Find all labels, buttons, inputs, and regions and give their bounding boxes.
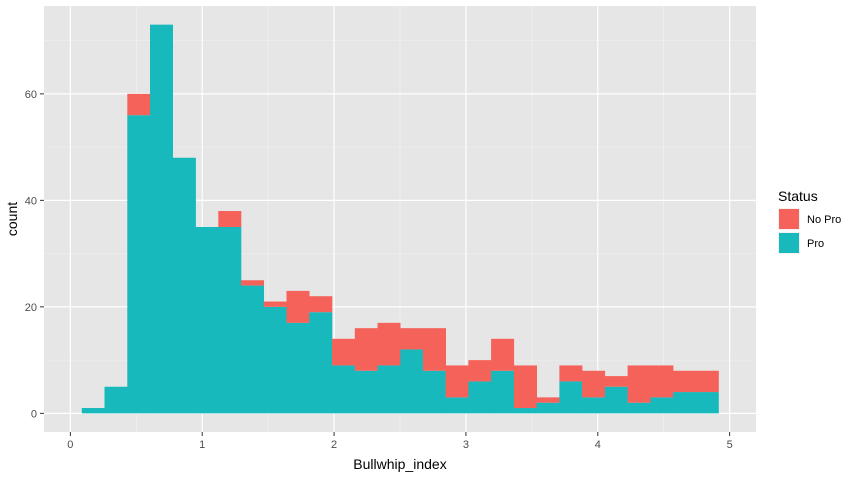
bar-no-pro (422, 328, 446, 371)
bar-no-pro (445, 365, 469, 398)
bar-no-pro (491, 338, 515, 371)
bar-no-pro (218, 211, 242, 227)
bar-no-pro (127, 93, 151, 116)
histogram-bars (81, 24, 719, 414)
x-tick-label: 1 (199, 439, 205, 451)
bar-no-pro (241, 280, 264, 286)
bar-pro (195, 226, 219, 414)
y-tick-label: 20 (25, 302, 37, 314)
legend-label: No Pro (807, 214, 841, 226)
bar-no-pro (354, 328, 378, 371)
bar-pro (422, 370, 446, 414)
bar-no-pro (377, 322, 401, 366)
x-axis-ticks: 0 1 2 3 4 5 (67, 432, 733, 451)
bar-pro (604, 386, 628, 414)
bar-pro (559, 381, 583, 414)
bar-pro (332, 365, 355, 414)
bar-pro (582, 397, 606, 414)
legend-items: No Pro Pro (778, 208, 841, 254)
bar-pro (468, 381, 492, 414)
bar-pro (150, 24, 173, 414)
bar-pro (104, 386, 128, 414)
bar-no-pro (627, 365, 651, 403)
bar-no-pro (695, 370, 719, 393)
bar-pro (673, 392, 697, 414)
y-tick-label: 40 (25, 195, 37, 207)
bar-pro (400, 349, 424, 414)
bar-no-pro (332, 338, 355, 366)
bar-pro (263, 306, 287, 414)
bar-pro (536, 402, 560, 414)
legend-title: Status (778, 188, 818, 204)
x-tick-label: 5 (727, 439, 733, 451)
bar-no-pro (582, 370, 606, 398)
bar-no-pro (604, 376, 628, 387)
y-tick-label: 0 (31, 408, 37, 420)
bar-pro (695, 392, 719, 414)
bar-pro (650, 397, 674, 414)
legend-swatch (779, 233, 799, 253)
x-tick-label: 4 (595, 439, 601, 451)
bar-pro (513, 408, 537, 414)
bar-no-pro (309, 296, 333, 313)
bar-no-pro (400, 328, 424, 350)
bar-no-pro (559, 365, 583, 382)
bar-pro (172, 157, 196, 414)
bar-pro (309, 312, 333, 414)
bar-no-pro (650, 365, 674, 398)
bar-no-pro (286, 290, 310, 323)
x-tick-label: 0 (67, 439, 73, 451)
bar-no-pro (468, 360, 492, 382)
bar-pro (377, 365, 401, 414)
bar-pro (218, 226, 242, 414)
bar-no-pro (513, 365, 537, 409)
x-tick-label: 2 (331, 439, 337, 451)
bar-no-pro (263, 301, 287, 307)
legend: Status No Pro Pro (778, 188, 841, 254)
bar-pro (286, 322, 310, 414)
y-axis-title: count (4, 202, 20, 236)
y-tick-label: 60 (25, 89, 37, 101)
bar-pro (354, 370, 378, 414)
bar-pro (445, 397, 469, 414)
bar-pro (491, 370, 515, 414)
bar-no-pro (536, 397, 560, 403)
bar-no-pro (673, 370, 697, 393)
bar-pro (241, 285, 264, 414)
bar-pro (127, 115, 151, 414)
legend-label: Pro (807, 238, 824, 250)
x-axis-title: Bullwhip_index (353, 456, 446, 472)
x-tick-label: 3 (463, 439, 469, 451)
bar-pro (627, 402, 651, 414)
bar-pro (81, 408, 105, 414)
legend-swatch (779, 209, 799, 229)
y-axis-ticks: 0 20 40 60 (25, 89, 44, 420)
